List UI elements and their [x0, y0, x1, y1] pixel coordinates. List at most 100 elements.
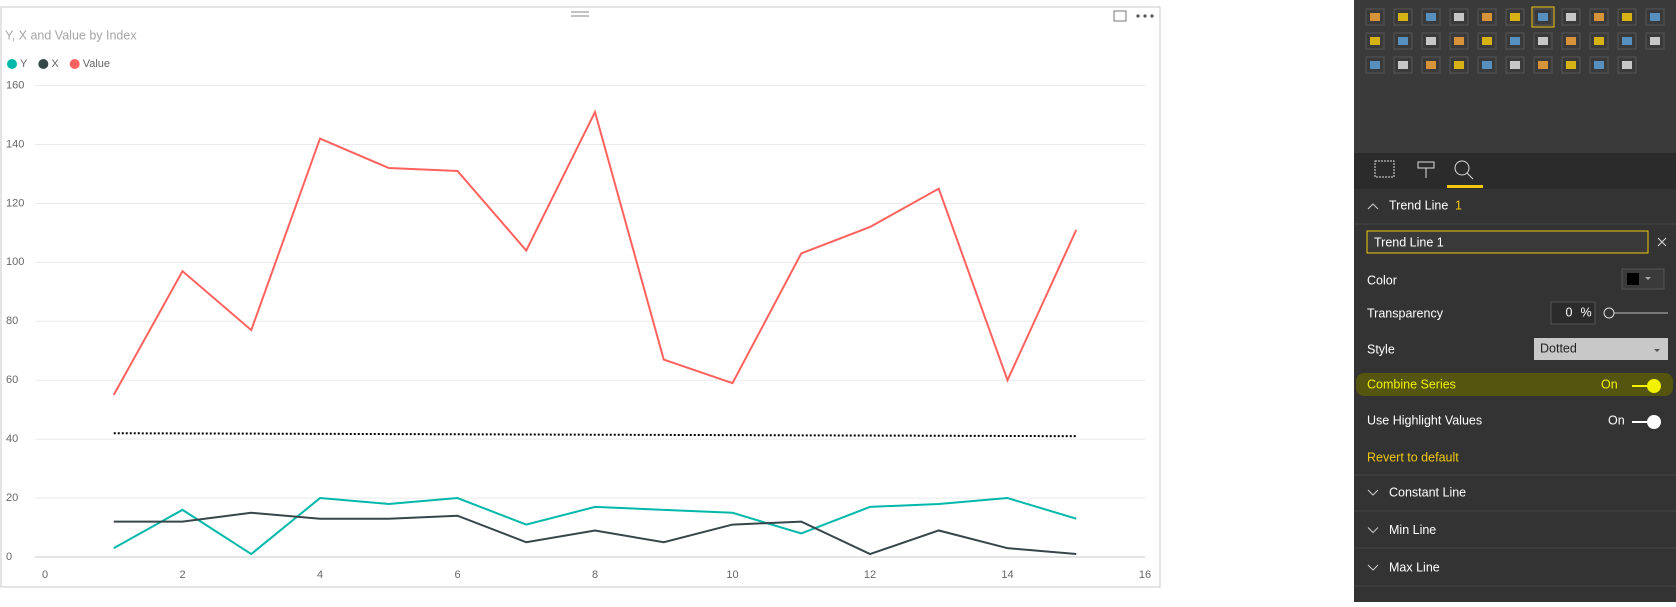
visual-icon[interactable] [1589, 8, 1609, 26]
revert-link[interactable]: Revert to default [1367, 450, 1459, 464]
visual-icon[interactable] [1421, 56, 1441, 74]
highlight-mark [1356, 373, 1673, 396]
visual-icon-glyph [1426, 13, 1436, 21]
visual-icon-glyph [1510, 13, 1520, 21]
visual-icon[interactable] [1589, 56, 1609, 74]
section-title[interactable]: Constant Line [1389, 485, 1466, 499]
visual-icon[interactable] [1617, 32, 1637, 50]
section-title[interactable]: Trend Line [1389, 198, 1448, 212]
visual-icon[interactable] [1645, 8, 1665, 26]
visual-icon[interactable] [1533, 56, 1553, 74]
legend: Y X Value [7, 58, 110, 70]
y-tick-label: 120 [6, 197, 24, 209]
visual-icon[interactable] [1589, 32, 1609, 50]
expand-chevron[interactable] [1367, 527, 1379, 534]
visual-icon-glyph [1538, 37, 1548, 45]
series-line [112, 109, 1078, 396]
dropdown-arrow [1645, 277, 1651, 280]
visual-icon-glyph [1398, 37, 1408, 45]
legend-label[interactable]: Y [20, 58, 28, 70]
visual-icon-glyph [1650, 13, 1660, 21]
transparency-input[interactable] [1550, 301, 1596, 325]
visual-icon[interactable] [1505, 56, 1525, 74]
focus-mode-icon[interactable] [1113, 10, 1127, 22]
section-title[interactable]: Max Line [1389, 560, 1440, 574]
visual-icon[interactable] [1505, 32, 1525, 50]
visual-icon[interactable] [1365, 56, 1385, 74]
fields-tab[interactable] [1374, 160, 1395, 178]
visual-icon[interactable] [1561, 56, 1581, 74]
highlight-state: On [1608, 413, 1625, 427]
delete-button[interactable] [1657, 237, 1667, 247]
visual-icon-glyph [1370, 61, 1380, 69]
slider-knob[interactable] [1603, 307, 1615, 319]
trend-line [113, 432, 1077, 438]
expand-chevron[interactable] [1367, 489, 1379, 496]
visual-icon[interactable] [1393, 32, 1413, 50]
more-options[interactable] [1136, 14, 1154, 18]
visual-icon[interactable] [1533, 8, 1553, 26]
visual-icon[interactable] [1365, 8, 1385, 26]
visual-icon[interactable] [1533, 32, 1553, 50]
chart-title: Y, X and Value by Index [5, 28, 137, 42]
visual-icon[interactable] [1421, 32, 1441, 50]
combine-label: Combine Series [1367, 377, 1456, 391]
x-tick-label: 16 [1139, 569, 1151, 581]
visual-icon-glyph [1594, 61, 1604, 69]
visual-icon[interactable] [1477, 56, 1497, 74]
series-line [113, 511, 1077, 556]
visual-icon[interactable] [1645, 32, 1665, 50]
visual-icon[interactable] [1561, 32, 1581, 50]
visual-icon-glyph [1622, 37, 1632, 45]
expand-chevron[interactable] [1367, 564, 1379, 571]
dot [1150, 14, 1154, 18]
section-count: 1 [1455, 198, 1462, 212]
visual-icon[interactable] [1505, 8, 1525, 26]
visual-icon-glyph [1370, 37, 1380, 45]
visual-icon-glyph [1622, 61, 1632, 69]
style-value: Dotted [1540, 341, 1577, 355]
combine-state: On [1601, 377, 1618, 391]
visual-icon[interactable] [1617, 8, 1637, 26]
visual-icon[interactable] [1449, 8, 1469, 26]
visual-frame[interactable] [0, 6, 1161, 588]
legend-label[interactable]: Value [83, 58, 110, 70]
visual-icon[interactable] [1561, 8, 1581, 26]
collapse-chevron[interactable] [1367, 203, 1379, 210]
visual-icon-glyph [1538, 13, 1548, 21]
visual-icon-glyph [1510, 61, 1520, 69]
dropdown-arrow [1654, 349, 1660, 352]
analytics-tab[interactable] [1454, 160, 1470, 176]
visual-gallery [1354, 0, 1676, 153]
visual-icon[interactable] [1449, 56, 1469, 74]
toggle-knob[interactable] [1647, 379, 1661, 393]
visual-icon[interactable] [1617, 56, 1637, 74]
visual-icon[interactable] [1393, 56, 1413, 74]
visual-icon[interactable] [1477, 32, 1497, 50]
visual-icon[interactable] [1393, 8, 1413, 26]
visual-icon[interactable] [1449, 32, 1469, 50]
legend-label[interactable]: X [51, 58, 59, 70]
legend-marker [69, 59, 80, 69]
section-title[interactable]: Min Line [1389, 523, 1436, 537]
style-label: Style [1367, 342, 1395, 356]
toggle-knob[interactable] [1647, 415, 1661, 429]
visual-icon-glyph [1398, 13, 1408, 21]
visual-icon[interactable] [1421, 8, 1441, 26]
style-dropdown[interactable] [1534, 338, 1668, 360]
visual-icon-glyph [1426, 61, 1436, 69]
name-input[interactable] [1366, 230, 1649, 254]
visual-icon-glyph [1650, 37, 1660, 45]
visual-icon[interactable] [1477, 8, 1497, 26]
visual-icon-glyph [1566, 61, 1576, 69]
visual-icon[interactable] [1365, 32, 1385, 50]
y-tick-label: 100 [6, 256, 24, 268]
tab-icons [1374, 160, 1474, 180]
visual-icon-glyph [1454, 61, 1464, 69]
format-tab[interactable] [1417, 161, 1435, 178]
color-label: Color [1367, 273, 1397, 287]
legend-marker [38, 59, 49, 69]
color-swatch [1627, 273, 1639, 285]
